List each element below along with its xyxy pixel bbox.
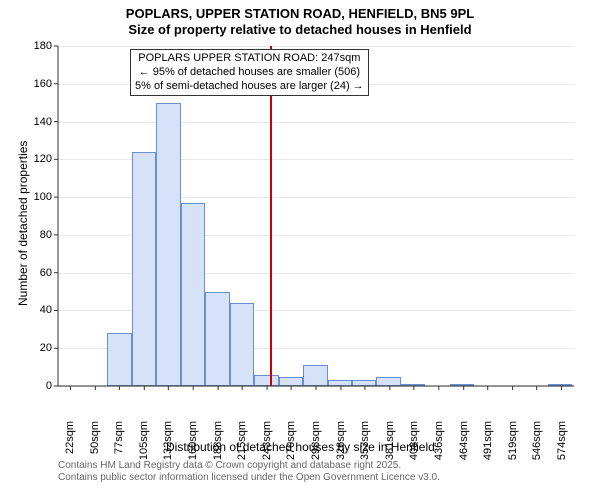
title-line-1: POPLARS, UPPER STATION ROAD, HENFIELD, B… (0, 6, 600, 22)
y-tick-label: 80 (26, 229, 52, 241)
attribution-line-2: Contains public sector information licen… (58, 472, 440, 484)
annotation-line-3: 5% of semi-detached houses are larger (2… (135, 80, 364, 94)
annotation-line-1: POPLARS UPPER STATION ROAD: 247sqm (135, 52, 364, 66)
axes (58, 46, 574, 386)
attribution-line-1: Contains HM Land Registry data © Crown c… (58, 460, 440, 472)
y-tick-label: 140 (26, 116, 52, 128)
annotation-line-2: ← 95% of detached houses are smaller (50… (135, 66, 364, 80)
x-tick-label: 519sqm (507, 421, 519, 471)
y-tick-label: 180 (26, 40, 52, 52)
y-tick-label: 120 (26, 153, 52, 165)
y-tick-label: 100 (26, 191, 52, 203)
y-tick-label: 60 (26, 267, 52, 279)
x-tick-label: 464sqm (458, 421, 470, 471)
y-tick-label: 160 (26, 78, 52, 90)
plot-area (58, 46, 574, 386)
y-axis-label: Number of detached properties (16, 141, 30, 306)
chart-container: POPLARS, UPPER STATION ROAD, HENFIELD, B… (0, 0, 600, 500)
y-tick-label: 0 (26, 380, 52, 392)
x-tick-label: 491sqm (482, 421, 494, 471)
y-tick-label: 20 (26, 342, 52, 354)
y-tick-label: 40 (26, 304, 52, 316)
chart-title: POPLARS, UPPER STATION ROAD, HENFIELD, B… (0, 0, 600, 39)
attribution: Contains HM Land Registry data © Crown c… (58, 460, 440, 484)
x-tick-label: 574sqm (556, 421, 568, 471)
title-line-2: Size of property relative to detached ho… (0, 22, 600, 38)
x-tick-label: 546sqm (531, 421, 543, 471)
annotation-box: POPLARS UPPER STATION ROAD: 247sqm ← 95%… (130, 49, 369, 96)
